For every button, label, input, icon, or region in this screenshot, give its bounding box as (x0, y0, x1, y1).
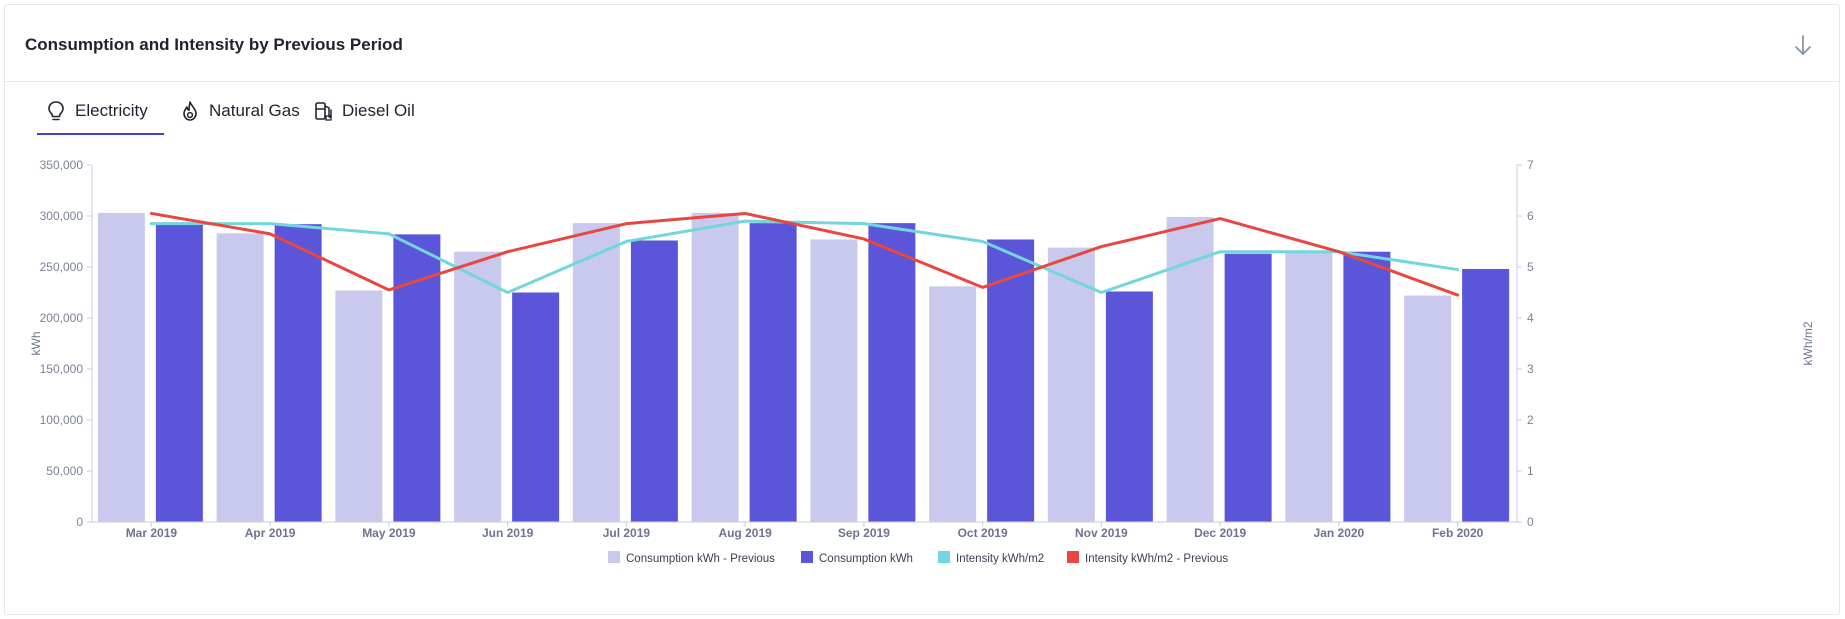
y2-tick-label: 3 (1527, 362, 1534, 376)
legend-consumption-label: Consumption kWh (819, 553, 913, 565)
tab-natural-gas[interactable]: Natural Gas (179, 89, 300, 133)
bar-consumption (1462, 269, 1510, 522)
lightbulb-icon (48, 101, 64, 121)
x-tick-label: Aug 2019 (718, 526, 772, 540)
bar-consumption-previous (691, 212, 739, 522)
legend-intensity-previous-label: Intensity kWh/m2 - Previous (1085, 553, 1228, 565)
x-tick-label: Sep 2019 (838, 526, 890, 540)
bar-consumption (987, 239, 1035, 522)
bar-consumption (274, 224, 322, 522)
y-tick-label: 300,000 (40, 209, 84, 223)
flame-icon (183, 101, 197, 121)
download-button[interactable] (1791, 33, 1815, 59)
x-tick-label: Oct 2019 (958, 526, 1008, 540)
fuel-tabs: Electricity Natural Gas Diesel Oil (5, 89, 1839, 135)
bar-consumption (155, 224, 203, 522)
bar-consumption (630, 240, 678, 523)
bar-consumption-previous (1285, 250, 1333, 522)
lines (149, 211, 1460, 297)
y-tick-label: 250,000 (40, 260, 84, 274)
x-tick-label: Mar 2019 (126, 526, 178, 540)
axes: 0 50,000 100,000 150,000 200,000 250,000 300,0… (29, 158, 1815, 540)
bar-consumption-previous (929, 286, 977, 522)
bar-consumption-previous (97, 212, 145, 522)
bar-consumption-previous (216, 233, 264, 522)
y2-tick-label: 5 (1527, 260, 1534, 274)
y2-tick-label: 7 (1527, 158, 1534, 172)
line-intensity-previous (149, 211, 1460, 297)
x-tick-label: Jun 2019 (482, 526, 534, 540)
bar-consumption (749, 223, 797, 522)
y2-tick-label: 0 (1527, 515, 1534, 529)
fuel-pump-icon (315, 102, 332, 121)
line-intensity (149, 219, 1460, 294)
bar-consumption (1343, 251, 1391, 522)
legend-intensity-previous-swatch (1067, 551, 1079, 563)
card-header: Consumption and Intensity by Previous Pe… (5, 5, 1839, 82)
bar-consumption-previous (1404, 295, 1452, 522)
y-tick-label: 0 (76, 515, 83, 529)
legend-consumption-previous-swatch (608, 551, 620, 563)
x-tick-label: Feb 2020 (1432, 526, 1484, 540)
bar-consumption-previous (810, 239, 858, 522)
bar-consumption (1105, 291, 1153, 522)
tab-natural-gas-label: Natural Gas (209, 101, 300, 120)
bar-consumption (1224, 253, 1272, 523)
bar-consumption (868, 223, 916, 522)
legend-consumption-swatch (801, 551, 813, 563)
x-tick-label: Dec 2019 (1194, 526, 1246, 540)
bar-consumption (512, 292, 560, 522)
legend: Consumption kWh - Previous Consumption kW… (608, 551, 1228, 565)
y2-tick-label: 6 (1527, 209, 1534, 223)
bar-consumption-previous (454, 251, 502, 522)
y-tick-label: 50,000 (46, 464, 83, 478)
y2-axis-title: kWh/m2 (1801, 321, 1815, 365)
tab-diesel-oil[interactable]: Diesel Oil (312, 89, 415, 133)
legend-consumption-previous-label: Consumption kWh - Previous (626, 553, 775, 565)
legend-intensity-swatch (938, 551, 950, 563)
tab-electricity-label: Electricity (75, 101, 148, 120)
y2-tick-label: 4 (1527, 311, 1534, 325)
x-tick-label: Jan 2020 (1314, 526, 1365, 540)
bar-consumption-previous (335, 290, 383, 522)
y-axis-title: kWh (29, 332, 43, 356)
x-tick-label: May 2019 (362, 526, 416, 540)
y2-tick-label: 1 (1527, 464, 1534, 478)
tab-diesel-oil-label: Diesel Oil (342, 101, 415, 120)
arrow-down-icon (1795, 35, 1811, 55)
y-tick-label: 350,000 (40, 158, 84, 172)
bar-consumption-previous (1047, 247, 1095, 522)
tab-electricity[interactable]: Electricity (37, 89, 164, 135)
y-tick-label: 100,000 (40, 413, 84, 427)
bar-consumption-previous (572, 223, 620, 522)
x-tick-label: Apr 2019 (245, 526, 296, 540)
y-tick-label: 150,000 (40, 362, 84, 376)
legend-intensity-label: Intensity kWh/m2 (956, 553, 1044, 565)
card-title: Consumption and Intensity by Previous Pe… (25, 35, 403, 54)
x-tick-label: Nov 2019 (1075, 526, 1128, 540)
x-tick-label: Jul 2019 (603, 526, 651, 540)
bars (97, 212, 1510, 523)
y-tick-label: 200,000 (40, 311, 84, 325)
bar-consumption (393, 234, 441, 523)
y2-tick-label: 2 (1527, 413, 1534, 427)
